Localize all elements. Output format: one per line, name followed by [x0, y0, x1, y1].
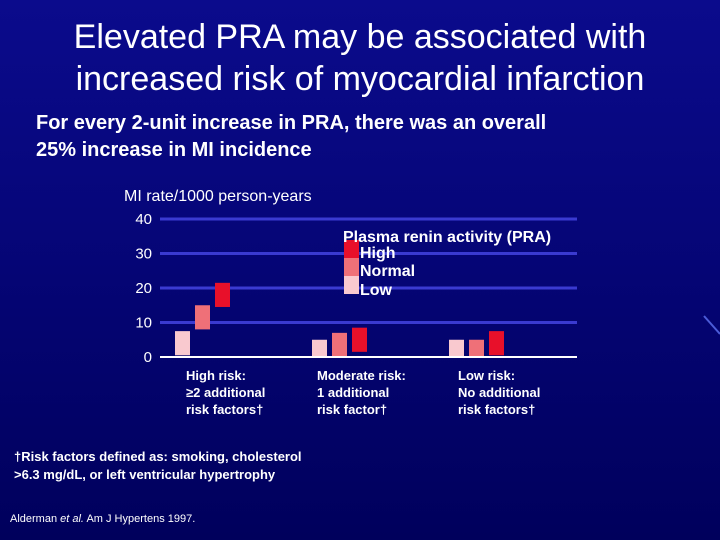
bar-low: [312, 339, 327, 357]
footnote-line-2: >6.3 mg/dL, or left ventricular hypertro…: [14, 467, 276, 482]
category-label-moderate-risk: Moderate risk: 1 additional risk factor†: [317, 367, 406, 418]
citation-author: Alderman: [10, 513, 61, 525]
y-axis-label: MI rate/1000 person-years: [124, 188, 312, 205]
bar-high: [352, 327, 367, 352]
y-tick-label: 0: [144, 349, 152, 366]
slide-title: Elevated PRA may be associated with incr…: [0, 16, 720, 100]
subtitle-line-2: 25% increase in MI incidence: [36, 139, 312, 161]
decorative-slash: [703, 315, 720, 335]
bar-normal: [469, 339, 484, 357]
footnote: †Risk factors defined as: smoking, chole…: [14, 448, 302, 484]
legend-label-low: Low: [360, 282, 392, 299]
citation-source: Am J Hypertens 1997.: [84, 513, 196, 525]
bar-high: [215, 282, 230, 307]
bar-low: [175, 331, 190, 356]
bar-low: [449, 339, 464, 357]
legend-swatch-high: [344, 240, 359, 258]
category-label-line: risk factors†: [458, 402, 536, 417]
bar-high: [489, 331, 504, 356]
slide-subtitle: For every 2-unit increase in PRA, there …: [36, 110, 696, 164]
y-tick-label: 40: [135, 211, 152, 228]
category-label-line: No additional: [458, 385, 541, 400]
y-tick-labels: 0 10 20 30 40: [135, 211, 152, 366]
legend-swatch-normal: [344, 258, 359, 276]
y-tick-label: 10: [135, 315, 152, 332]
category-label-low-risk: Low risk: No additional risk factors†: [458, 367, 540, 418]
legend-swatch-low: [344, 276, 359, 294]
title-line-1: Elevated PRA may be associated with: [73, 18, 647, 56]
category-label-line: 1 additional: [317, 385, 390, 400]
legend-swatches: [344, 240, 359, 294]
legend-label-high: High: [360, 245, 396, 262]
category-label-line: risk factor†: [317, 402, 388, 417]
category-label-high-risk: High risk: ≥2 additional risk factors†: [186, 367, 265, 418]
category-label-line: ≥2 additional: [186, 385, 266, 400]
category-label-line: risk factors†: [186, 402, 264, 417]
bar-normal: [332, 332, 347, 357]
footnote-line-1: †Risk factors defined as: smoking, chole…: [14, 449, 302, 464]
category-label-line: Low risk:: [458, 368, 516, 383]
category-label-line: High risk:: [186, 368, 246, 383]
y-tick-label: 30: [135, 246, 152, 263]
legend-title: Plasma renin activity (PRA): [343, 229, 552, 246]
title-line-2: increased risk of myocardial infarction: [75, 60, 645, 98]
category-label-line: Moderate risk:: [317, 368, 406, 383]
citation-etal: et al.: [60, 513, 84, 525]
bars: [175, 282, 504, 357]
y-tick-label: 20: [135, 280, 152, 297]
legend-label-normal: Normal: [360, 263, 416, 280]
citation: Alderman et al. Am J Hypertens 1997.: [10, 513, 195, 525]
subtitle-line-1: For every 2-unit increase in PRA, there …: [36, 112, 547, 134]
bar-normal: [195, 305, 210, 330]
